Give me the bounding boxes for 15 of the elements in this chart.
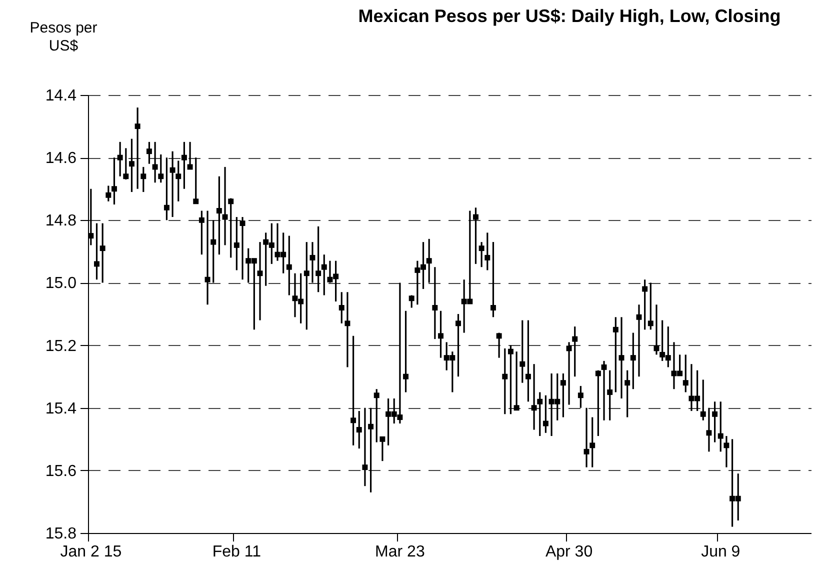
y-tick-label: 14.6	[45, 150, 77, 168]
x-tick-label: Apr 30	[545, 544, 593, 560]
y-tick-label: 15.4	[45, 400, 77, 418]
y-tick-label: 15.2	[45, 338, 77, 355]
x-tick-label: Jan 2 15	[60, 544, 122, 560]
x-tick-label: Mar 23	[375, 544, 425, 560]
y-tick-label: 14.4	[45, 88, 77, 104]
y-axis-title: Pesos per US$	[30, 20, 98, 54]
y-tick-label: 15.8	[45, 526, 77, 542]
y-tick-label: 14.8	[45, 212, 77, 230]
x-tick-label: Feb 11	[212, 544, 262, 560]
y-tick-label: 15.0	[45, 275, 77, 292]
x-tick-label: Jun 9	[701, 544, 740, 560]
y-tick-label: 15.6	[45, 462, 77, 480]
chart-title: Mexican Pesos per US$: Daily High, Low, Closing	[358, 6, 781, 26]
